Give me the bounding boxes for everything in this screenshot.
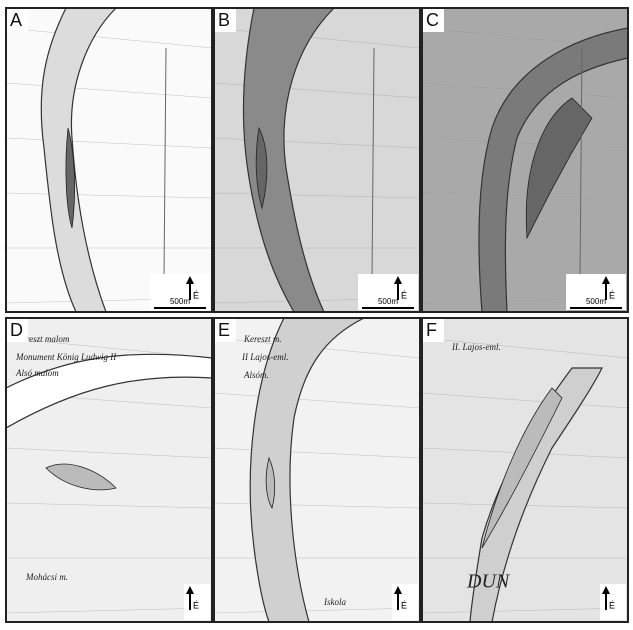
scale-label: 500m (586, 297, 606, 306)
panel-label: D (10, 320, 23, 340)
map-background (214, 8, 420, 312)
map-background (214, 318, 420, 622)
map-label: Alsó malom (15, 368, 59, 378)
panel-label: A (10, 10, 22, 30)
map-label: Monument König Ludwig II (15, 352, 117, 362)
map-label: II Lajos-eml. (241, 352, 289, 362)
panel-label: B (218, 10, 230, 30)
map-content: Kereszt m. II Lajos-eml. Alsóm. Iskola E É (214, 318, 420, 622)
map-label: Alsóm. (243, 370, 269, 380)
panel-label: C (426, 10, 439, 30)
north-label: É (401, 290, 407, 300)
map-label: DUN (466, 571, 511, 593)
panel-label: F (426, 320, 437, 340)
scale-label: 500m (378, 297, 398, 306)
map-panel: Kereszt m. II Lajos-eml. Alsóm. Iskola E É (214, 318, 420, 622)
map-content: II. Lajos-eml. DUN F É (422, 318, 628, 622)
panel-label: E (218, 320, 230, 340)
map-label: Kereszt m. (243, 334, 282, 344)
north-label: É (193, 600, 199, 610)
scale-label: 500m (170, 297, 190, 306)
north-label: É (609, 600, 615, 610)
map-background (6, 8, 212, 312)
north-label: É (401, 600, 407, 610)
map-label: Mohácsi m. (25, 572, 68, 582)
map-label: II. Lajos-eml. (451, 342, 501, 352)
north-label: É (609, 290, 615, 300)
map-label: Iskola (323, 597, 346, 607)
map-panel: II. Lajos-eml. DUN F É (422, 318, 628, 622)
north-label: É (193, 290, 199, 300)
map-figure: AÉ500mBÉ500mCÉ500mKereszt malomMonument … (0, 0, 633, 625)
